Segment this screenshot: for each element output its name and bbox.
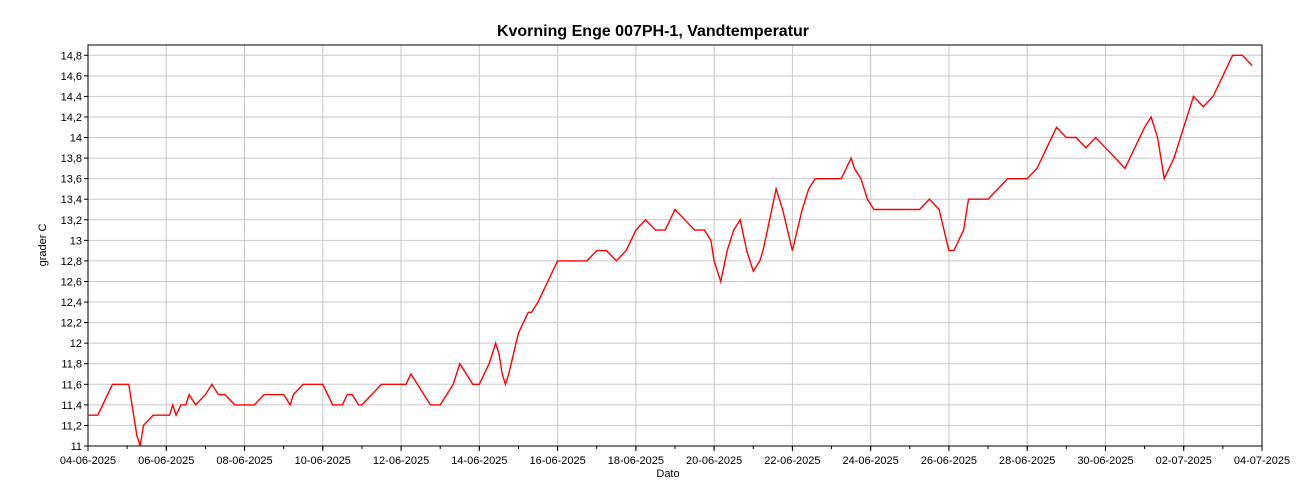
x-tick-label: 02-07-2025 xyxy=(1156,455,1212,467)
y-tick-label: 13,2 xyxy=(61,215,82,227)
x-tick-label: 14-06-2025 xyxy=(451,455,507,467)
y-tick-label: 14 xyxy=(70,133,82,145)
x-tick-label: 30-06-2025 xyxy=(1077,455,1133,467)
y-tick-label: 14,2 xyxy=(61,112,82,124)
x-tick-label: 04-07-2025 xyxy=(1234,455,1290,467)
x-tick-label: 20-06-2025 xyxy=(686,455,742,467)
x-tick-label: 06-06-2025 xyxy=(138,455,194,467)
y-tick-label: 12,8 xyxy=(61,256,82,268)
grid xyxy=(87,45,1263,447)
y-tick-label: 14,6 xyxy=(61,71,82,83)
y-axis: 11 11,2 11,4 11,6 11,8 12 12,2 12,4 12,6 12,8 13 13… xyxy=(61,50,88,453)
series-line xyxy=(88,54,1253,447)
y-tick-label: 12 xyxy=(70,338,82,350)
y-tick-label: 11,4 xyxy=(61,400,82,412)
chart-title: Kvorning Enge 007PH-1, Vandtemperatur xyxy=(497,23,809,40)
y-tick-label: 13 xyxy=(70,235,82,247)
y-tick-label: 13,6 xyxy=(61,174,82,186)
y-tick-label: 13,8 xyxy=(61,153,82,165)
y-tick-label: 13,4 xyxy=(61,194,82,206)
x-tick-label: 08-06-2025 xyxy=(216,455,272,467)
y-axis-label: grader C xyxy=(37,224,49,267)
x-tick-label: 04-06-2025 xyxy=(60,455,116,467)
y-tick-label: 14,4 xyxy=(61,91,82,103)
x-tick-label: 26-06-2025 xyxy=(921,455,977,467)
x-tick-label: 28-06-2025 xyxy=(999,455,1055,467)
y-tick-label: 12,6 xyxy=(61,276,82,288)
x-axis-label: Dato xyxy=(656,468,679,480)
x-tick-label: 22-06-2025 xyxy=(764,455,820,467)
y-tick-label: 12,4 xyxy=(61,297,82,309)
x-tick-label: 24-06-2025 xyxy=(843,455,899,467)
x-tick-label: 18-06-2025 xyxy=(608,455,664,467)
y-tick-label: 11,2 xyxy=(61,420,82,432)
y-tick-label: 11 xyxy=(71,441,82,453)
y-tick-label: 14,8 xyxy=(61,50,82,62)
y-tick-label: 11,8 xyxy=(61,359,82,371)
y-tick-label: 12,2 xyxy=(61,318,82,330)
x-tick-label: 16-06-2025 xyxy=(529,455,585,467)
x-tick-label: 10-06-2025 xyxy=(295,455,351,467)
plot-area-frame xyxy=(87,44,1263,447)
x-tick-label: 12-06-2025 xyxy=(373,455,429,467)
x-axis: 04-06-2025 06-06-2025 08-06-2025 10-06-2025… xyxy=(60,446,1290,467)
y-tick-label: 11,6 xyxy=(61,379,82,391)
